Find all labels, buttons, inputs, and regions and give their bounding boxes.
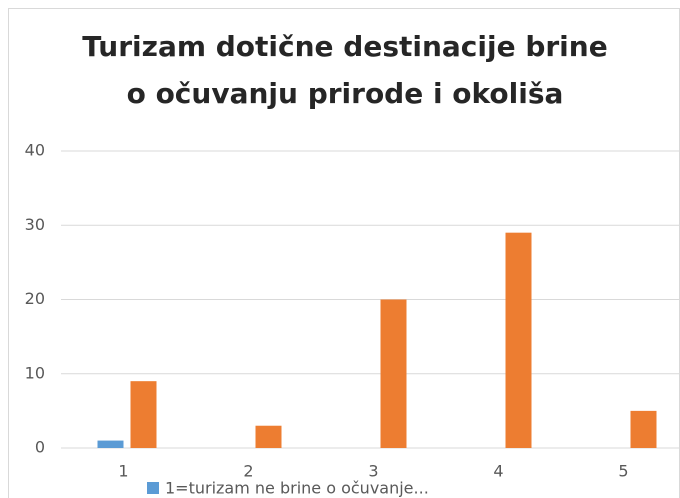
- bar: [505, 232, 532, 448]
- chart-title: Turizam dotične destinacije brine: [82, 30, 607, 63]
- legend-label: 1=turizam ne brine o očuvanje...: [165, 479, 429, 498]
- legend-swatch: [147, 482, 159, 494]
- x-tick-label: 1: [118, 462, 128, 481]
- x-tick-label: 2: [243, 462, 253, 481]
- y-tick-label: 20: [25, 289, 45, 308]
- bar: [97, 440, 124, 448]
- bar: [380, 299, 407, 448]
- y-tick-label: 30: [25, 215, 45, 234]
- y-tick-label: 10: [25, 363, 45, 382]
- bar: [630, 410, 657, 448]
- bar: [130, 381, 157, 448]
- y-tick-label: 40: [25, 141, 45, 160]
- chart-title: o očuvanju prirode i okoliša: [127, 77, 564, 110]
- y-tick-label: 0: [35, 438, 45, 457]
- x-tick-label: 4: [493, 462, 503, 481]
- x-tick-label: 3: [368, 462, 378, 481]
- chart-border: [8, 8, 680, 498]
- x-tick-label: 5: [618, 462, 628, 481]
- bar: [255, 425, 282, 448]
